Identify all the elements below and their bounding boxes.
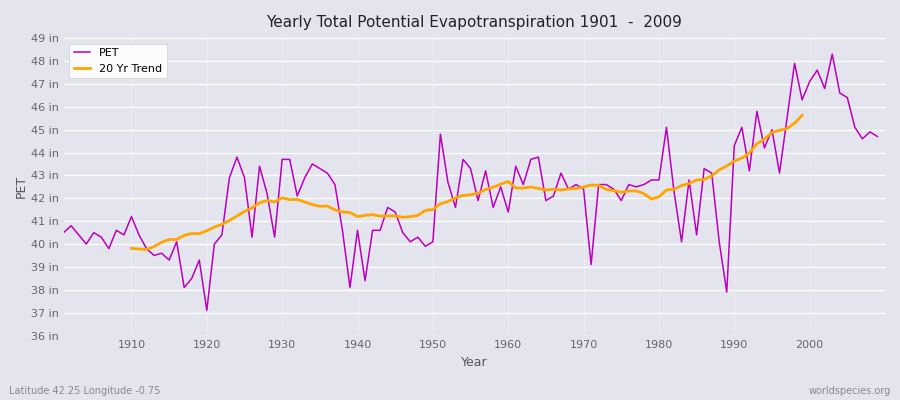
20 Yr Trend	[774, 128, 785, 133]
20 Yr Trend	[126, 246, 137, 251]
20 Yr Trend	[224, 218, 235, 223]
PET	[503, 210, 514, 214]
PET	[510, 164, 521, 169]
PET	[58, 230, 69, 235]
PET	[601, 182, 612, 187]
20 Yr Trend	[706, 174, 717, 178]
PET	[202, 308, 212, 313]
PET	[872, 134, 883, 139]
Text: Latitude 42.25 Longitude -0.75: Latitude 42.25 Longitude -0.75	[9, 386, 160, 396]
PET	[827, 52, 838, 56]
20 Yr Trend	[337, 210, 347, 214]
20 Yr Trend	[601, 187, 612, 192]
Line: PET: PET	[64, 54, 878, 310]
Y-axis label: PET: PET	[15, 175, 28, 198]
PET	[337, 228, 347, 233]
20 Yr Trend	[141, 247, 152, 252]
PET	[119, 232, 130, 237]
Legend: PET, 20 Yr Trend: PET, 20 Yr Trend	[69, 44, 166, 78]
X-axis label: Year: Year	[461, 356, 488, 369]
Text: worldspecies.org: worldspecies.org	[809, 386, 891, 396]
Title: Yearly Total Potential Evapotranspiration 1901  -  2009: Yearly Total Potential Evapotranspiratio…	[266, 15, 682, 30]
20 Yr Trend	[691, 178, 702, 182]
20 Yr Trend	[796, 113, 807, 118]
Line: 20 Yr Trend: 20 Yr Trend	[131, 115, 802, 250]
PET	[292, 194, 302, 198]
